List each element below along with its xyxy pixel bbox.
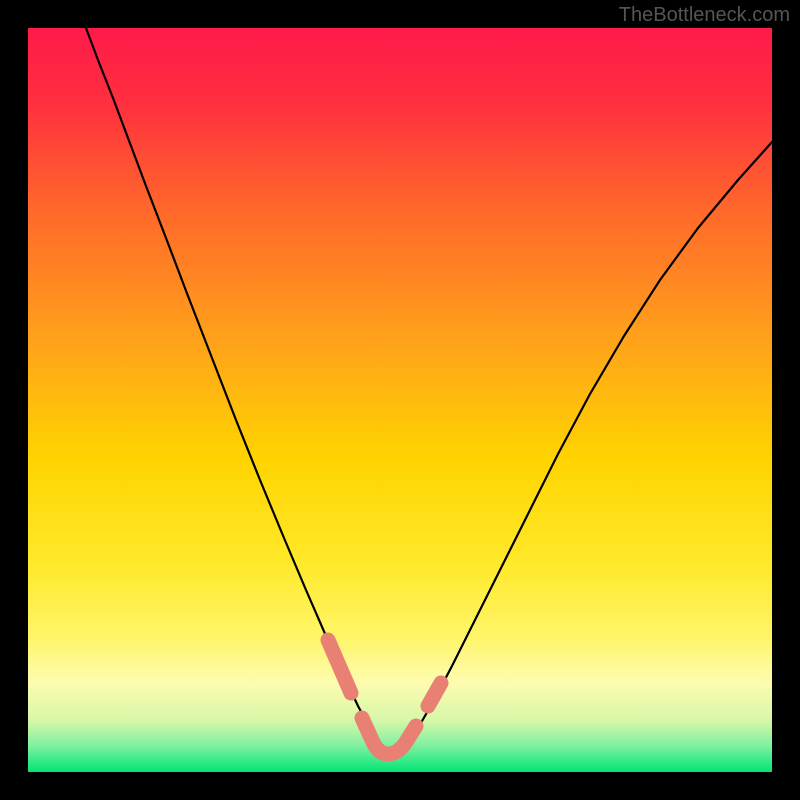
optimal-range-marker-2	[428, 683, 441, 706]
bottleneck-curve	[86, 28, 772, 758]
optimal-range-marker-1	[362, 718, 416, 754]
optimal-range-marker-0	[328, 640, 351, 693]
curve-overlay	[28, 28, 772, 772]
plot-area	[28, 28, 772, 772]
watermark-text: TheBottleneck.com	[619, 4, 790, 27]
chart-container: TheBottleneck.com	[0, 0, 800, 800]
